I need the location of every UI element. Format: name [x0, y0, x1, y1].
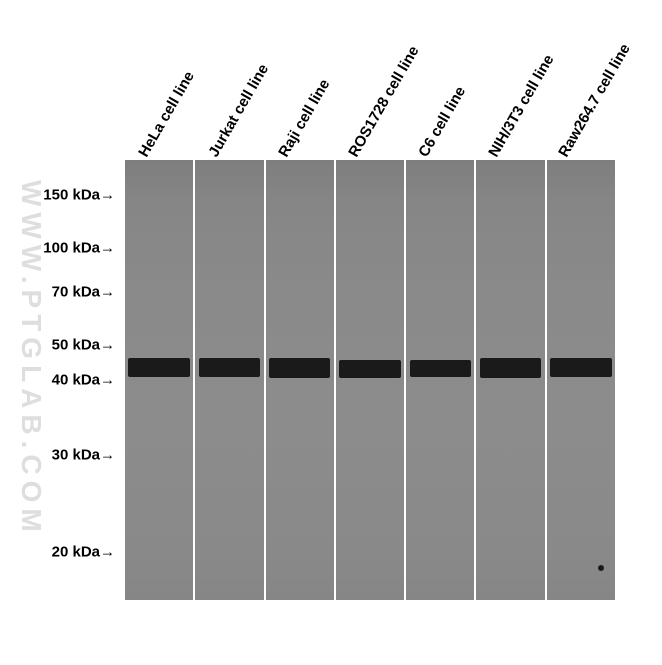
lane-label: NIH/3T3 cell line	[485, 52, 557, 160]
mw-marker: 150 kDa→	[43, 187, 115, 204]
lane-label: ROS1728 cell line	[345, 43, 422, 160]
lane-label: Jurkat cell line	[205, 61, 272, 160]
band	[269, 358, 330, 378]
band	[410, 360, 471, 377]
lane	[125, 160, 193, 600]
mw-marker: 50 kDa→	[52, 336, 115, 353]
lane	[406, 160, 474, 600]
band	[128, 358, 189, 377]
artifact-dot	[598, 565, 604, 571]
lane	[547, 160, 615, 600]
lane-labels-area: HeLa cell lineJurkat cell lineRaji cell …	[125, 0, 615, 160]
lane	[476, 160, 544, 600]
mw-marker: 20 kDa→	[52, 543, 115, 560]
mw-marker: 70 kDa→	[52, 284, 115, 301]
band	[199, 358, 260, 377]
lane-label: Raji cell line	[275, 76, 333, 160]
mw-marker: 100 kDa→	[43, 240, 115, 257]
lane	[195, 160, 263, 600]
lane	[336, 160, 404, 600]
mw-marker: 30 kDa→	[52, 446, 115, 463]
blot-area	[125, 160, 615, 600]
lane-label: Raw264.7 cell line	[555, 41, 634, 160]
mw-marker: 40 kDa→	[52, 372, 115, 389]
band	[339, 360, 400, 378]
lane	[266, 160, 334, 600]
band	[550, 358, 611, 377]
lane-label: C6 cell line	[415, 84, 469, 160]
markers-area: 150 kDa→ 100 kDa→ 70 kDa→ 50 kDa→ 40 kDa→ 30 …	[0, 160, 120, 600]
lane-label: HeLa cell line	[135, 68, 198, 160]
blot-container: WWW.PTGLAB.COM HeLa cell lineJurkat cell…	[0, 0, 662, 665]
band	[480, 358, 541, 378]
